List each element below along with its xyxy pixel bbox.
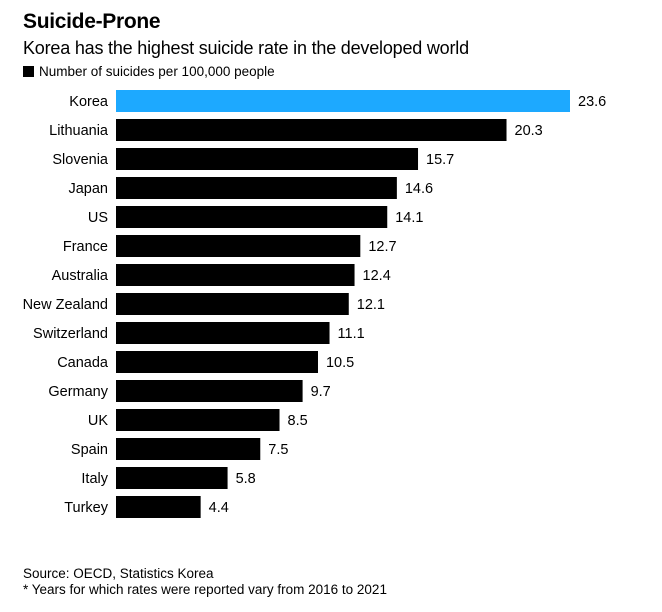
value-label: 4.4 [209, 500, 229, 516]
value-label: 5.8 [236, 471, 256, 487]
legend-swatch [23, 66, 34, 77]
value-label: 10.5 [326, 355, 354, 371]
category-label: Italy [81, 471, 108, 487]
bar-new-zealand [116, 293, 349, 315]
value-label: 9.7 [311, 384, 331, 400]
bar-australia [116, 264, 355, 286]
category-label: Australia [52, 268, 109, 284]
bar-us [116, 206, 388, 228]
category-label: Lithuania [49, 123, 109, 139]
legend-label: Number of suicides per 100,000 people [39, 64, 275, 79]
bar-canada [116, 351, 318, 373]
value-label: 23.6 [578, 94, 606, 110]
category-label: Spain [71, 442, 108, 458]
category-label: UK [88, 413, 108, 429]
bar-germany [116, 380, 303, 402]
category-label: Korea [69, 94, 109, 110]
category-label: Germany [48, 384, 108, 400]
bar-france [116, 235, 361, 257]
bar-korea [116, 90, 570, 112]
bar-switzerland [116, 322, 330, 344]
bar-spain [116, 438, 261, 460]
category-label: US [88, 210, 108, 226]
value-label: 12.4 [363, 268, 391, 284]
category-label: Switzerland [33, 326, 108, 342]
value-label: 14.6 [405, 181, 433, 197]
category-label: Turkey [64, 500, 109, 516]
bar-japan [116, 177, 397, 199]
footnote: * Years for which rates were reported va… [23, 582, 387, 597]
source-note: Source: OECD, Statistics Korea [23, 566, 214, 581]
category-label: Slovenia [52, 152, 109, 168]
chart-title: Suicide-Prone [23, 10, 161, 33]
value-label: 14.1 [395, 210, 423, 226]
category-label: France [63, 239, 108, 255]
value-label: 12.1 [357, 297, 385, 313]
bar-lithuania [116, 119, 507, 141]
bar-uk [116, 409, 280, 431]
bar-slovenia [116, 148, 419, 170]
category-label: Japan [68, 181, 108, 197]
bar-italy [116, 467, 228, 489]
chart-subtitle: Korea has the highest suicide rate in th… [23, 38, 469, 58]
category-label: New Zealand [23, 297, 108, 313]
bar-turkey [116, 496, 201, 518]
value-label: 12.7 [368, 239, 396, 255]
value-label: 11.1 [338, 326, 365, 342]
value-label: 15.7 [426, 152, 454, 168]
value-label: 8.5 [288, 413, 308, 429]
legend: Number of suicides per 100,000 people [23, 64, 275, 79]
value-label: 7.5 [268, 442, 288, 458]
category-label: Canada [57, 355, 109, 371]
value-label: 20.3 [515, 123, 543, 139]
